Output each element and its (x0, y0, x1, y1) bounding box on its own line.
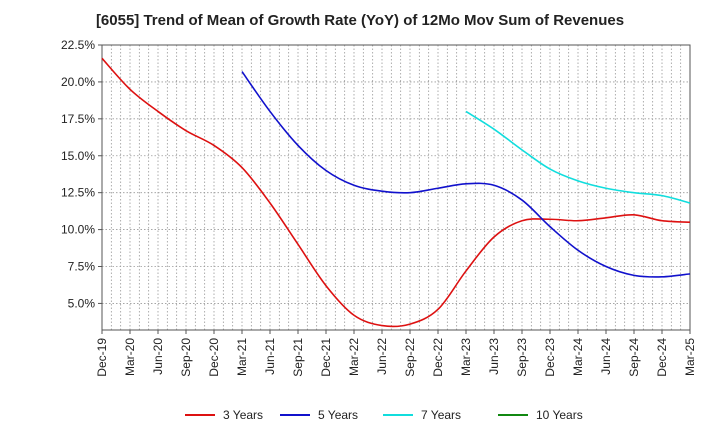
legend-label: 10 Years (536, 408, 583, 422)
legend: 3 Years 5 Years 7 Years 10 Years (185, 408, 583, 422)
axes: 22.5% 20.0% 17.5% 15.0% 12.5% 10.0% 7.5% 5.0% De… (61, 38, 697, 377)
x-tick-label: Sep-20 (179, 338, 193, 377)
x-tick-label: Jun-24 (599, 338, 613, 375)
legend-label: 7 Years (421, 408, 461, 422)
y-tick-label: 17.5% (61, 112, 95, 126)
x-tick-label: Mar-25 (683, 338, 697, 376)
y-tick-label: 15.0% (61, 149, 95, 163)
chart-title: [6055] Trend of Mean of Growth Rate (YoY… (95, 12, 625, 29)
x-tick-label: Dec-22 (431, 338, 445, 377)
x-tick-label: Mar-24 (571, 338, 585, 376)
y-tick-label: 10.0% (61, 223, 95, 237)
legend-label: 3 Years (223, 408, 263, 422)
x-tick-label: Dec-24 (655, 338, 669, 377)
series-lines (101, 57, 691, 328)
x-tick-label: Dec-23 (543, 338, 557, 377)
x-tick-label: Mar-21 (235, 338, 249, 376)
x-tick-label: Sep-21 (291, 338, 305, 377)
x-tick-label: Jun-20 (151, 338, 165, 375)
x-tick-label: Sep-24 (627, 338, 641, 377)
x-tick-label: Jun-22 (375, 338, 389, 375)
y-tick-label: 20.0% (61, 75, 95, 89)
y-tick-label: 5.0% (68, 296, 96, 310)
y-tick-label: 7.5% (68, 260, 96, 274)
x-tick-label: Jun-21 (263, 338, 277, 375)
x-tick-label: Mar-23 (459, 338, 473, 376)
plot-frame (101, 44, 691, 331)
x-tick-label: Dec-21 (319, 338, 333, 377)
x-tick-label: Mar-20 (123, 338, 137, 376)
series-line-7-years (465, 110, 691, 204)
x-tick-label: Sep-22 (403, 338, 417, 377)
y-tick-label: 22.5% (61, 38, 95, 52)
x-tick-label: Jun-23 (487, 338, 501, 375)
x-tick-label: Mar-22 (347, 338, 361, 376)
x-tick-label: Sep-23 (515, 338, 529, 377)
series-line-5-years (241, 71, 691, 278)
x-tick-label: Dec-19 (95, 338, 109, 377)
series-line-3-years (101, 57, 691, 328)
y-tick-label: 12.5% (61, 186, 95, 200)
x-tick-label: Dec-20 (207, 338, 221, 377)
legend-label: 5 Years (318, 408, 358, 422)
